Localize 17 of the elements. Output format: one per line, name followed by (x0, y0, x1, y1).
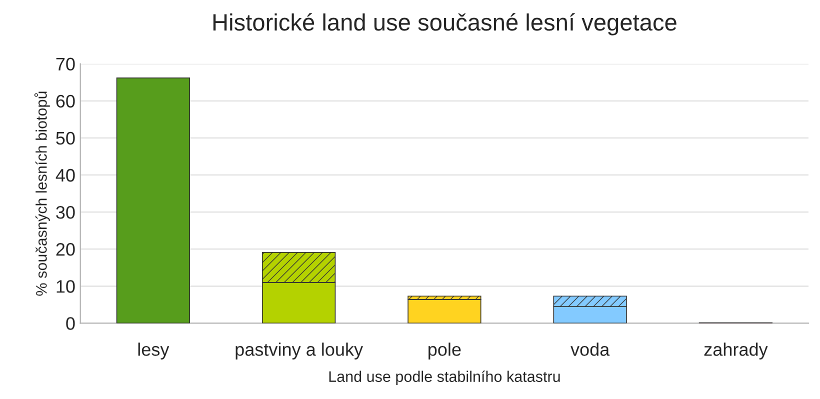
y-tick-label: 40 (56, 168, 75, 182)
y-tick-label: 50 (56, 132, 75, 145)
x-axis-title: Land use podle stabilního katastru (329, 370, 560, 385)
x-tick-label: pastviny a louky (236, 342, 364, 360)
x-tick-label: pole (428, 342, 461, 360)
bar (116, 78, 190, 324)
x-tick-label: zahrady (704, 342, 768, 360)
y-tick-label: 70 (56, 58, 75, 71)
x-tick-label: voda (570, 342, 610, 356)
y-tick-label: 10 (56, 280, 75, 293)
y-tick-label: 60 (56, 94, 75, 108)
x-tick-label: lesy (138, 342, 170, 360)
y-tick-label: 30 (56, 206, 75, 219)
chart-title: Historické land use současné lesní vegetace (213, 13, 676, 36)
y-tick-label: 0 (66, 317, 75, 330)
y-axis-title: % současných lesních biotopů (34, 92, 50, 296)
y-tick-label: 20 (56, 243, 75, 256)
